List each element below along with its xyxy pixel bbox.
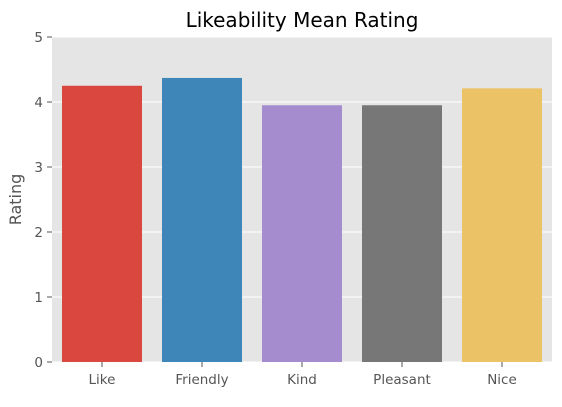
bar-friendly bbox=[162, 78, 242, 362]
bar-nice bbox=[462, 88, 542, 362]
x-tick-label: Like bbox=[89, 372, 116, 388]
x-tick-label: Kind bbox=[287, 372, 317, 388]
x-tick-label: Pleasant bbox=[373, 372, 431, 388]
y-tick-label: 3 bbox=[34, 160, 43, 176]
chart-title: Likeability Mean Rating bbox=[186, 8, 419, 32]
y-axis-label: Rating bbox=[6, 174, 25, 226]
y-tick-label: 0 bbox=[34, 355, 43, 371]
y-tick-label: 5 bbox=[34, 30, 43, 46]
y-axis-ticks: 0 1 2 3 4 5 bbox=[34, 30, 52, 371]
bars bbox=[62, 78, 542, 362]
bar-kind bbox=[262, 105, 342, 362]
bar-like bbox=[62, 86, 142, 362]
y-tick-label: 2 bbox=[34, 225, 43, 241]
x-tick-label: Nice bbox=[487, 372, 517, 388]
y-tick-label: 4 bbox=[34, 95, 43, 111]
bar-pleasant bbox=[362, 105, 442, 362]
x-tick-label: Friendly bbox=[175, 372, 228, 388]
x-axis-ticks: Like Friendly Kind Pleasant Nice bbox=[89, 362, 517, 388]
y-tick-label: 1 bbox=[34, 290, 43, 306]
